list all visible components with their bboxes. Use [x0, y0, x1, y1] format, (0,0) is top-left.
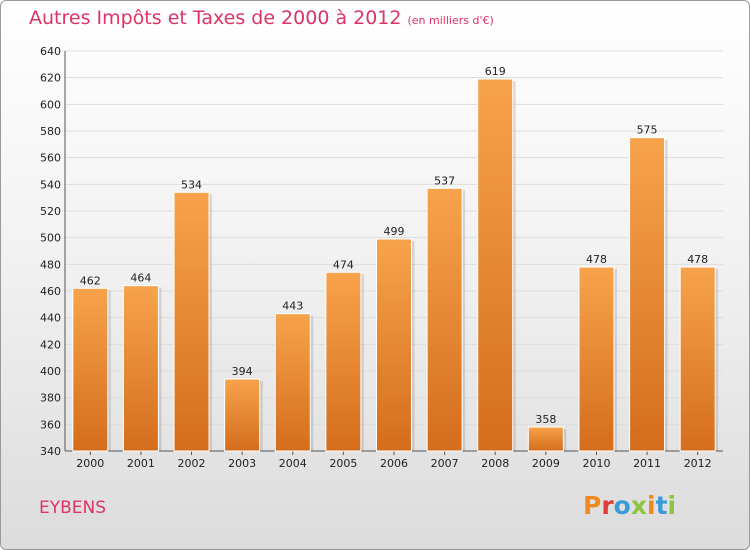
chart-title: Autres Impôts et Taxes de 2000 à 2012 (en… — [29, 7, 494, 29]
value-label: 534 — [181, 178, 202, 191]
y-tick-label: 520 — [40, 205, 61, 218]
y-tick-label: 480 — [40, 258, 61, 271]
y-tick-label: 580 — [40, 125, 61, 138]
y-tick-label: 440 — [40, 312, 61, 325]
chart-title-text: Autres Impôts et Taxes de 2000 à 2012 — [29, 7, 402, 29]
bar — [173, 191, 210, 452]
y-tick-label: 620 — [40, 72, 61, 85]
bar — [325, 271, 362, 452]
x-tick-label: 2011 — [633, 457, 661, 470]
x-tick-label: 2008 — [481, 457, 509, 470]
value-label: 478 — [586, 253, 607, 266]
value-label: 499 — [384, 225, 405, 238]
y-tick-label: 600 — [40, 98, 61, 111]
logo-letter: P — [583, 491, 602, 520]
value-label: 537 — [434, 174, 455, 187]
x-tick-label: 2004 — [279, 457, 307, 470]
value-label: 358 — [535, 413, 556, 426]
x-tick-label: 2001 — [127, 457, 155, 470]
logo-letter: t — [655, 491, 668, 520]
logo-letter: i — [667, 491, 677, 520]
bar — [679, 266, 716, 452]
x-tick-label: 2007 — [431, 457, 459, 470]
value-label: 443 — [282, 300, 303, 313]
labels: 340 360 380 400 420 440 460 480 500 520 540 560 580 6… — [40, 45, 712, 470]
y-tick-label: 420 — [40, 338, 61, 351]
value-label: 464 — [130, 272, 151, 285]
value-label: 619 — [485, 65, 506, 78]
value-label: 394 — [232, 365, 253, 378]
x-tick-label: 2012 — [684, 457, 712, 470]
bar — [527, 426, 564, 452]
value-label: 575 — [637, 124, 658, 137]
bar — [426, 187, 463, 452]
chart-subtitle: (en milliers d'€) — [407, 14, 494, 27]
commune-name: EYBENS — [39, 498, 107, 518]
x-tick-label: 2005 — [329, 457, 357, 470]
y-tick-label: 460 — [40, 285, 61, 298]
logo-letter: x — [630, 491, 647, 520]
x-tick-label: 2009 — [532, 457, 560, 470]
bar — [376, 238, 412, 452]
logo-letter: r — [601, 491, 614, 520]
y-tick-label: 400 — [40, 365, 61, 378]
x-tick-label: 2000 — [76, 457, 104, 470]
y-tick-label: 560 — [40, 152, 61, 165]
value-label: 462 — [80, 274, 101, 287]
x-tick-label: 2003 — [228, 457, 256, 470]
y-tick-label: 640 — [40, 45, 61, 58]
bars — [72, 78, 719, 452]
x-tick-label: 2006 — [380, 457, 408, 470]
value-label: 478 — [687, 253, 708, 266]
bar — [72, 287, 109, 452]
y-tick-label: 540 — [40, 178, 61, 191]
y-tick-label: 380 — [40, 392, 61, 405]
proxiti-logo[interactable]: Proxiti — [583, 491, 676, 520]
value-label: 474 — [333, 258, 354, 271]
bar — [629, 137, 666, 452]
bar — [578, 266, 615, 452]
y-tick-label: 500 — [40, 232, 61, 245]
x-tick-label: 2010 — [582, 457, 610, 470]
logo-letter: o — [613, 491, 631, 520]
bar — [122, 285, 159, 452]
bar — [477, 78, 514, 452]
x-tick-label: 2002 — [178, 457, 206, 470]
y-tick-label: 360 — [40, 418, 61, 431]
logo-letter: i — [647, 491, 656, 520]
y-tick-label: 340 — [40, 445, 61, 458]
bar — [274, 313, 311, 452]
bar — [224, 378, 261, 452]
